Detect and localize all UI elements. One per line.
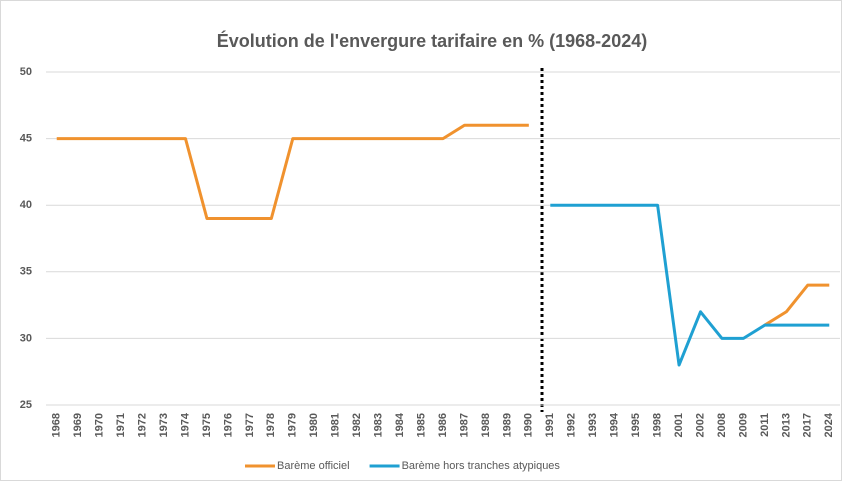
x-tick-label: 1978 [265,413,277,437]
y-tick-label: 30 [20,332,32,344]
x-tick-label: 1976 [222,413,234,437]
y-tick-label: 25 [20,399,32,411]
x-tick-label: 1991 [544,413,556,437]
y-tick-label: 45 [20,133,32,145]
y-tick-label: 35 [20,266,32,278]
x-tick-label: 1974 [179,412,191,437]
x-tick-label: 2002 [694,413,706,437]
x-tick-label: 2001 [673,413,685,437]
x-tick-label: 1982 [351,413,363,437]
x-tick-label: 2011 [759,413,771,437]
x-tick-label: 2008 [716,413,728,437]
y-tick-label: 50 [20,66,32,78]
x-tick-label: 1968 [51,413,63,437]
x-tick-label: 1984 [394,412,406,437]
x-tick-label: 1989 [501,413,513,437]
x-tick-label: 1980 [308,413,320,437]
x-tick-label: 1979 [287,413,299,437]
x-tick-label: 1995 [630,413,642,437]
chart-title: Évolution de l'envergure tarifaire en % … [217,30,647,51]
x-tick-label: 1985 [415,413,427,437]
x-tick-label: 1969 [72,413,84,437]
x-tick-label: 1986 [437,413,449,437]
x-tick-label: 1981 [330,413,342,437]
x-tick-label: 2017 [802,413,814,437]
x-tick-label: 1983 [373,413,385,437]
x-tick-label: 1992 [566,413,578,437]
legend-label: Barème hors tranches atypiques [402,460,561,472]
x-tick-label: 1975 [201,413,213,437]
x-tick-label: 1998 [652,413,664,437]
x-tick-label: 1972 [136,413,148,437]
x-tick-label: 1993 [587,413,599,437]
x-tick-label: 2009 [737,413,749,437]
x-tick-label: 1977 [244,413,256,437]
x-tick-label: 2013 [780,413,792,437]
x-tick-label: 1988 [480,413,492,437]
x-tick-label: 1987 [458,413,470,437]
legend-label: Barème officiel [277,460,350,472]
x-tick-label: 1994 [609,412,621,437]
series-line [56,123,830,327]
x-tick-label: 1971 [115,413,127,437]
x-tick-label: 2024 [823,412,835,437]
series-line [550,203,830,367]
x-tick-label: 1970 [94,413,106,437]
x-tick-label: 1990 [523,413,535,437]
x-tick-label: 1973 [158,413,170,437]
y-tick-label: 40 [20,199,32,211]
